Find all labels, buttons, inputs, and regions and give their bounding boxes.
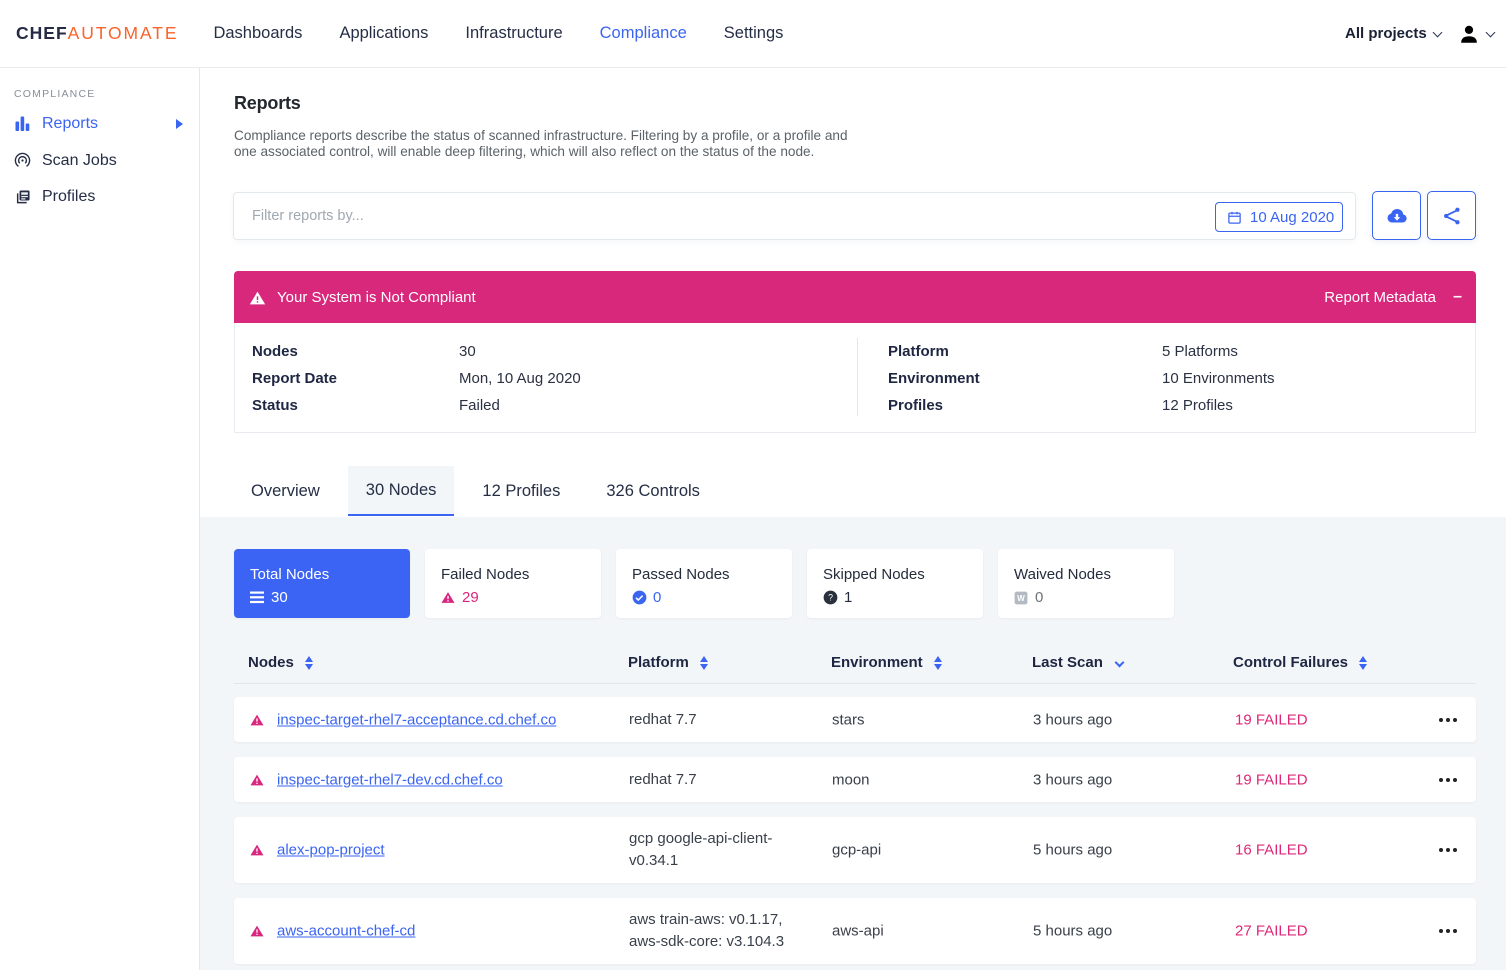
svg-text:W: W: [1017, 594, 1025, 603]
svg-text:?: ?: [828, 593, 833, 603]
